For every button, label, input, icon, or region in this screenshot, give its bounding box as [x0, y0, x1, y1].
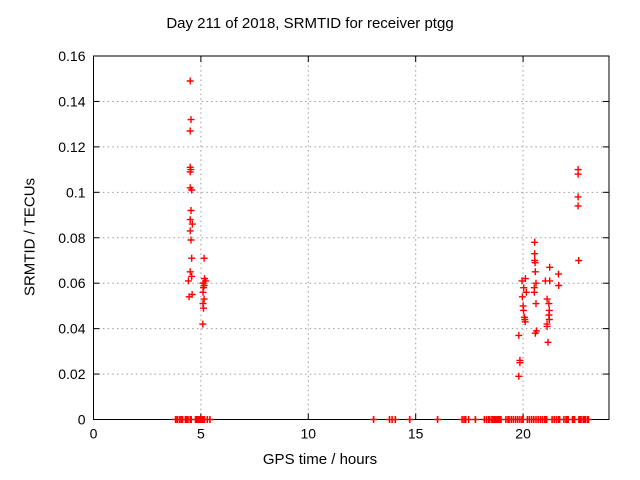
- y-tick-label: 0.16: [58, 48, 85, 64]
- data-point-markers: [184, 77, 583, 380]
- y-tick-label: 0.02: [58, 366, 85, 382]
- x-tick-label: 15: [408, 426, 424, 442]
- y-tick-label: 0.14: [58, 93, 85, 109]
- x-tick-label: 5: [197, 426, 205, 442]
- y-tick-label: 0.1: [66, 184, 86, 200]
- chart-title: Day 211 of 2018, SRMTID for receiver ptg…: [166, 15, 454, 32]
- y-tick-label: 0.06: [58, 275, 85, 291]
- y-tick-label: 0.12: [58, 139, 85, 155]
- y-tick-label: 0.08: [58, 230, 85, 246]
- zero-value-markers: [172, 416, 592, 423]
- x-axis-label: GPS time / hours: [262, 451, 378, 468]
- x-tick-label: 10: [301, 426, 317, 442]
- x-tick-label: 20: [515, 426, 531, 442]
- y-tick-label: 0.04: [58, 321, 85, 337]
- y-axis-label: SRMTID / TECUs: [21, 177, 39, 297]
- y-tick-label: 0: [78, 412, 86, 428]
- x-tick-label: 0: [90, 426, 98, 442]
